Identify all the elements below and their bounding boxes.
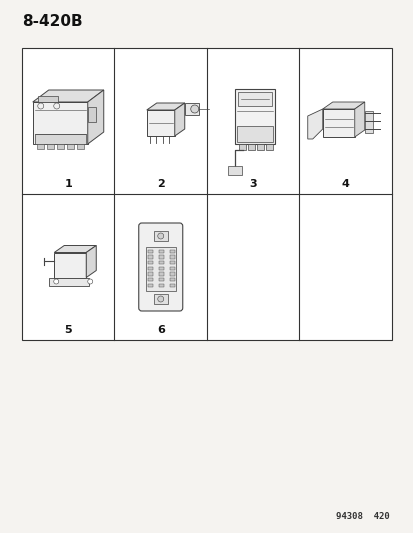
Text: 3: 3 bbox=[249, 179, 256, 189]
Bar bbox=[228, 166, 242, 174]
Bar bbox=[169, 284, 174, 287]
Bar bbox=[47, 144, 54, 149]
Bar bbox=[169, 266, 174, 270]
Bar bbox=[158, 278, 164, 281]
Text: 6: 6 bbox=[157, 325, 164, 335]
Bar bbox=[146, 110, 174, 136]
Circle shape bbox=[157, 233, 164, 239]
Bar bbox=[37, 144, 44, 149]
Bar bbox=[54, 253, 86, 278]
Bar bbox=[158, 255, 164, 259]
Bar bbox=[153, 294, 167, 304]
Bar bbox=[364, 111, 372, 133]
Bar bbox=[169, 272, 174, 276]
Circle shape bbox=[88, 279, 93, 284]
Text: 8-420B: 8-420B bbox=[22, 14, 83, 29]
Text: 4: 4 bbox=[341, 179, 349, 189]
Bar bbox=[248, 143, 255, 149]
Bar bbox=[158, 261, 164, 264]
Bar bbox=[147, 278, 152, 281]
Polygon shape bbox=[354, 102, 364, 137]
Bar bbox=[158, 249, 164, 253]
Bar bbox=[147, 249, 152, 253]
FancyBboxPatch shape bbox=[138, 223, 182, 311]
Bar bbox=[169, 255, 174, 259]
Bar bbox=[147, 255, 152, 259]
Text: 2: 2 bbox=[157, 179, 164, 189]
Polygon shape bbox=[86, 246, 96, 278]
Bar bbox=[239, 143, 246, 149]
Bar bbox=[169, 278, 174, 281]
Bar bbox=[256, 143, 263, 149]
Bar bbox=[147, 272, 152, 276]
Text: 1: 1 bbox=[64, 179, 72, 189]
Bar bbox=[237, 125, 273, 141]
Bar bbox=[35, 134, 85, 144]
Polygon shape bbox=[174, 103, 184, 136]
Bar bbox=[76, 144, 83, 149]
Bar bbox=[158, 272, 164, 276]
Circle shape bbox=[157, 296, 164, 302]
Polygon shape bbox=[88, 90, 104, 144]
Polygon shape bbox=[146, 103, 184, 110]
Text: 5: 5 bbox=[64, 325, 72, 335]
Bar bbox=[158, 284, 164, 287]
Polygon shape bbox=[33, 90, 104, 102]
Circle shape bbox=[54, 279, 59, 284]
Bar bbox=[184, 103, 198, 115]
Polygon shape bbox=[322, 102, 364, 109]
Bar bbox=[38, 96, 57, 102]
Bar bbox=[145, 247, 176, 291]
Polygon shape bbox=[307, 109, 322, 139]
Bar bbox=[153, 231, 167, 241]
Bar bbox=[158, 266, 164, 270]
Bar bbox=[57, 144, 64, 149]
Circle shape bbox=[190, 105, 198, 113]
Bar bbox=[322, 109, 354, 137]
Bar bbox=[88, 107, 95, 122]
Bar bbox=[49, 278, 89, 286]
Bar bbox=[33, 102, 88, 144]
Text: 94308  420: 94308 420 bbox=[335, 512, 389, 521]
Bar bbox=[237, 92, 272, 106]
Bar bbox=[266, 143, 273, 149]
Bar bbox=[147, 284, 152, 287]
Bar bbox=[169, 261, 174, 264]
Bar bbox=[147, 266, 152, 270]
Bar bbox=[147, 261, 152, 264]
Bar bbox=[66, 144, 74, 149]
Bar bbox=[169, 249, 174, 253]
Bar bbox=[235, 88, 275, 143]
Polygon shape bbox=[54, 246, 96, 253]
Bar bbox=[22, 48, 391, 340]
